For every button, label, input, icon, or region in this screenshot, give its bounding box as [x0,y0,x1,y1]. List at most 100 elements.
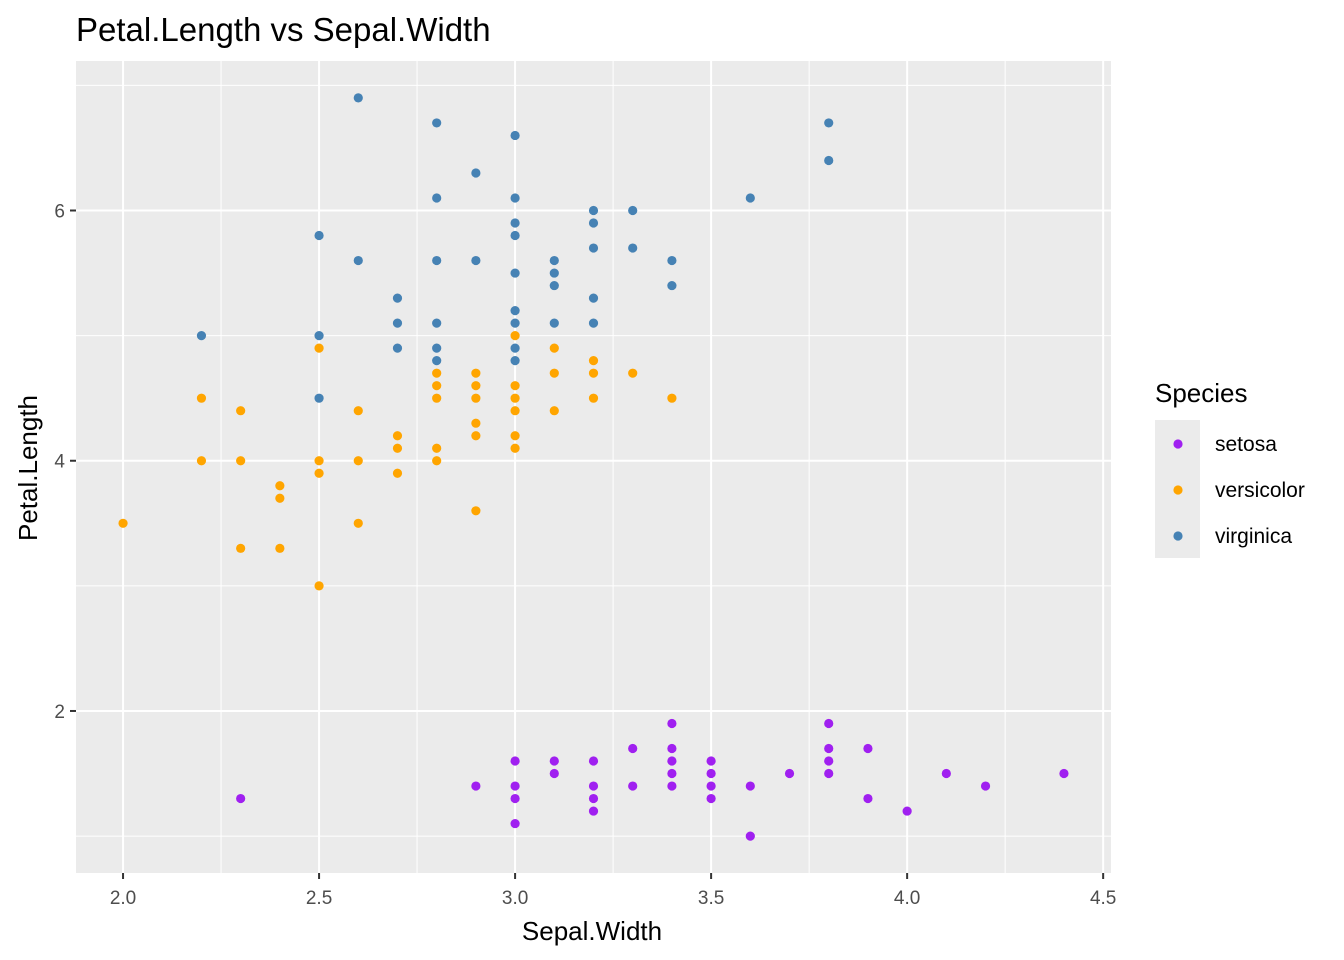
data-point-virginica [314,230,324,241]
data-point-virginica [510,318,520,328]
data-point-virginica [432,318,442,328]
data-point-versicolor [510,406,520,416]
data-point-setosa [510,756,520,766]
data-point-virginica [628,243,638,253]
data-point-setosa [236,793,246,804]
data-point-versicolor [353,518,363,528]
data-point-versicolor [392,468,403,478]
data-point-setosa [863,793,873,804]
data-point-setosa [510,793,520,804]
data-point-virginica [667,255,677,266]
data-point-setosa [471,781,481,791]
series-versicolor [118,331,677,591]
x-tick-label: 3.0 [502,888,528,909]
data-point-virginica [471,255,481,266]
series-setosa [236,718,1069,841]
data-point-virginica [824,155,834,166]
data-point-virginica [471,168,481,178]
data-point-setosa [784,768,795,779]
data-point-virginica [510,193,520,203]
data-point-versicolor [549,343,559,353]
data-point-setosa [745,831,755,841]
data-point-versicolor [236,406,246,416]
data-point-versicolor [314,343,324,353]
data-point-versicolor [510,331,520,341]
data-point-virginica [549,255,559,266]
data-point-virginica [549,318,559,328]
data-point-virginica [588,205,599,216]
chart-title: Petal.Length vs Sepal.Width [76,11,491,48]
data-point-setosa [628,743,638,754]
data-point-versicolor [549,406,559,416]
data-point-setosa [588,781,599,791]
data-point-virginica [196,331,207,341]
data-point-setosa [706,756,716,766]
data-point-versicolor [432,381,442,391]
data-point-versicolor [196,393,207,403]
data-point-setosa [628,781,638,791]
data-point-setosa [824,718,834,729]
data-point-setosa [510,781,520,791]
data-point-setosa [824,756,834,766]
data-point-setosa [902,806,912,816]
y-tick-label: 2 [54,702,65,723]
data-point-virginica [549,268,559,278]
data-point-setosa [667,768,677,779]
data-point-setosa [588,793,599,804]
data-point-versicolor [667,393,677,403]
data-point-setosa [941,768,951,779]
data-point-virginica [510,343,520,353]
data-point-versicolor [236,543,246,553]
data-point-versicolor [588,356,599,366]
data-point-virginica [314,331,324,341]
data-point-setosa [588,756,599,766]
data-point-versicolor [314,581,324,591]
data-point-versicolor [275,481,285,491]
x-tick-label: 3.5 [698,888,724,909]
data-point-virginica [510,306,520,316]
data-point-virginica [392,343,403,353]
data-point-versicolor [275,493,285,503]
data-point-setosa [863,743,873,754]
data-point-setosa [824,768,834,779]
data-point-setosa [706,793,716,804]
data-point-versicolor [118,518,128,528]
x-tick-label: 2.5 [306,888,332,909]
y-axis: 2 4 6 [54,202,76,723]
data-point-setosa [549,756,559,766]
legend-key-virginica [1173,531,1183,541]
data-point-versicolor [392,443,403,453]
data-point-virginica [432,118,442,128]
data-point-virginica [824,118,834,128]
data-point-versicolor [471,431,481,441]
data-point-versicolor [510,381,520,391]
data-point-virginica [549,280,559,291]
y-tick-label: 6 [54,202,65,223]
legend: Species setosa versicolor virginica [1155,378,1305,558]
data-point-virginica [392,293,403,303]
data-point-versicolor [275,543,285,553]
data-point-setosa [667,718,677,729]
data-point-setosa [667,743,677,754]
data-point-versicolor [588,393,599,403]
legend-items: setosa versicolor virginica [1155,420,1305,558]
data-point-virginica [588,218,599,228]
y-tick-label: 4 [54,452,65,473]
data-point-virginica [510,268,520,278]
data-point-virginica [432,356,442,366]
data-point-versicolor [432,368,442,378]
data-point-setosa [706,781,716,791]
data-point-versicolor [471,368,481,378]
legend-label-setosa: setosa [1215,433,1277,456]
data-point-virginica [667,280,677,291]
data-point-versicolor [510,443,520,453]
x-axis-title: Sepal.Width [522,916,662,946]
data-point-setosa [824,743,834,754]
data-point-versicolor [588,368,599,378]
data-point-versicolor [353,406,363,416]
data-point-setosa [980,781,991,791]
data-point-setosa [510,818,520,829]
data-point-virginica [353,255,363,266]
data-point-versicolor [432,456,442,466]
